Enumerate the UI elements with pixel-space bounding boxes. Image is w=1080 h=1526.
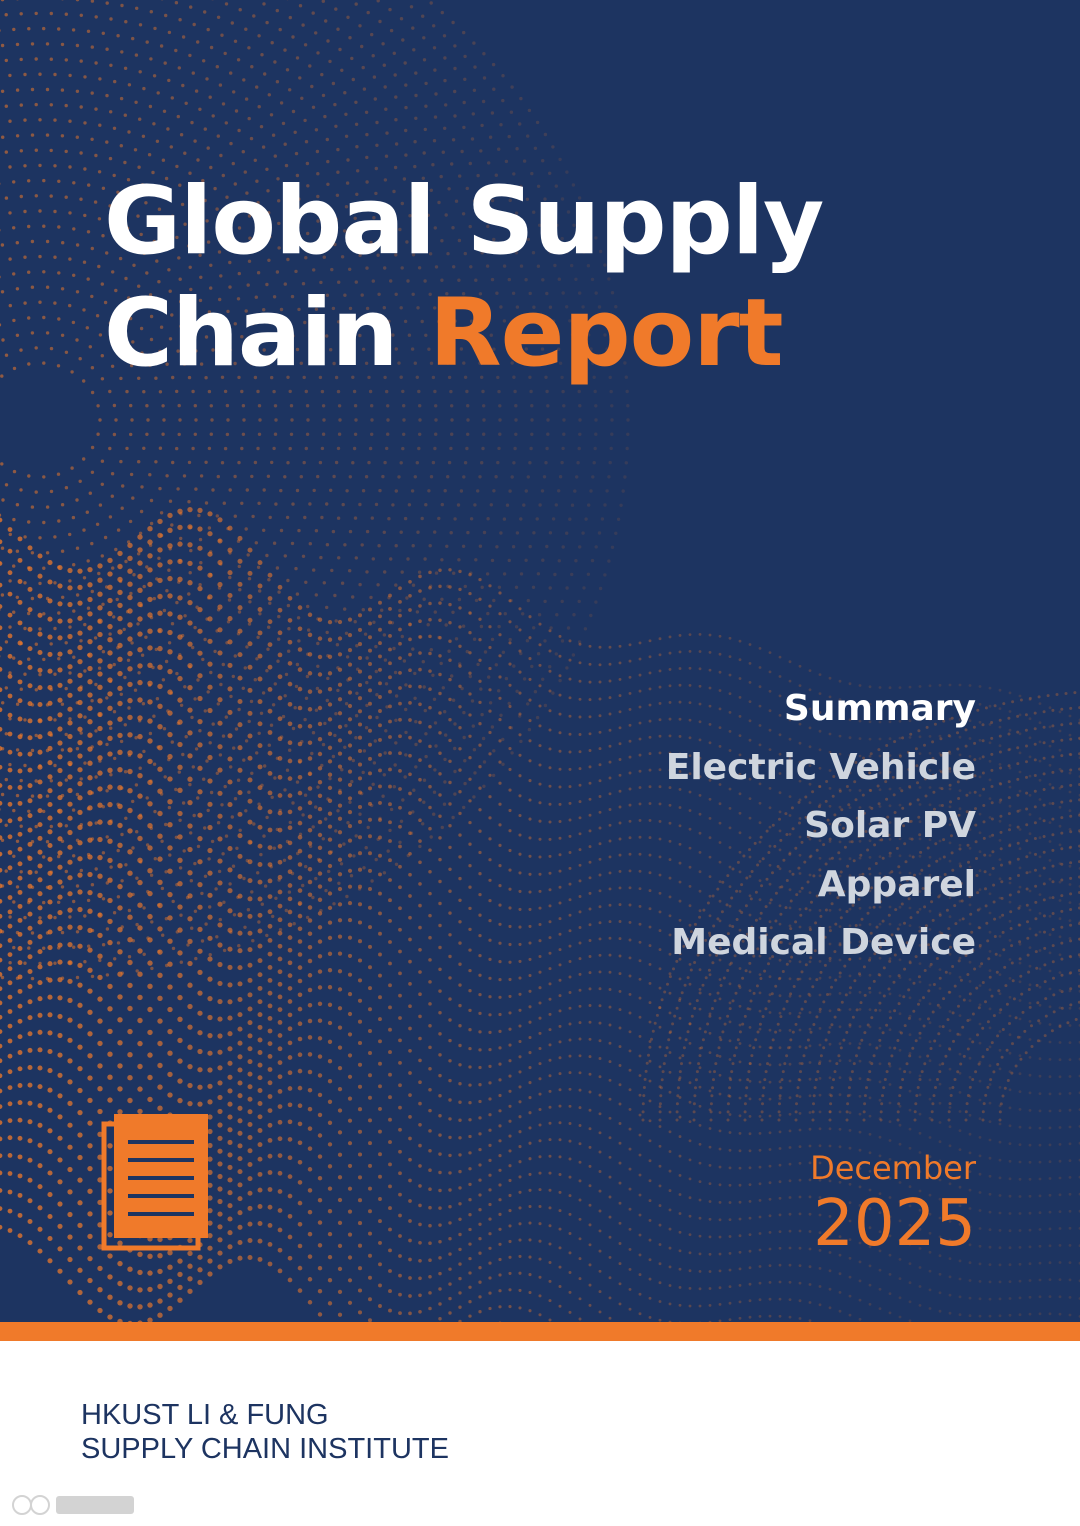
topic-summary: Summary <box>783 688 976 729</box>
watermark-logo-icon <box>12 1495 134 1515</box>
topic-medical-device: Medical Device <box>671 922 976 963</box>
date-year: 2025 <box>813 1187 976 1261</box>
title-line-2-white: Chain <box>104 279 398 388</box>
topic-solar-pv: Solar PV <box>804 805 976 846</box>
topic-apparel: Apparel <box>817 863 976 905</box>
dot-wave-pattern <box>0 0 1080 1322</box>
document-icon <box>101 1114 208 1251</box>
orange-divider-bar <box>0 1322 1080 1341</box>
date-month: December <box>810 1149 976 1187</box>
institute-line-2: SUPPLY CHAIN INSTITUTE <box>81 1433 449 1465</box>
report-date: December 2025 <box>810 1148 976 1260</box>
topic-list: Summary Electric Vehicle Solar PV Appare… <box>556 680 976 973</box>
report-title: Global Supply Chain Report <box>104 166 824 390</box>
cover-panel: Global Supply Chain Report Summary Elect… <box>0 0 1080 1322</box>
title-line-1: Global Supply <box>104 167 824 276</box>
topic-electric-vehicle: Electric Vehicle <box>665 746 976 788</box>
institute-name: HKUST LI & FUNG SUPPLY CHAIN INSTITUTE <box>81 1398 449 1466</box>
title-line-2-accent: Report <box>429 279 783 388</box>
institute-line-1: HKUST LI & FUNG <box>81 1399 329 1431</box>
